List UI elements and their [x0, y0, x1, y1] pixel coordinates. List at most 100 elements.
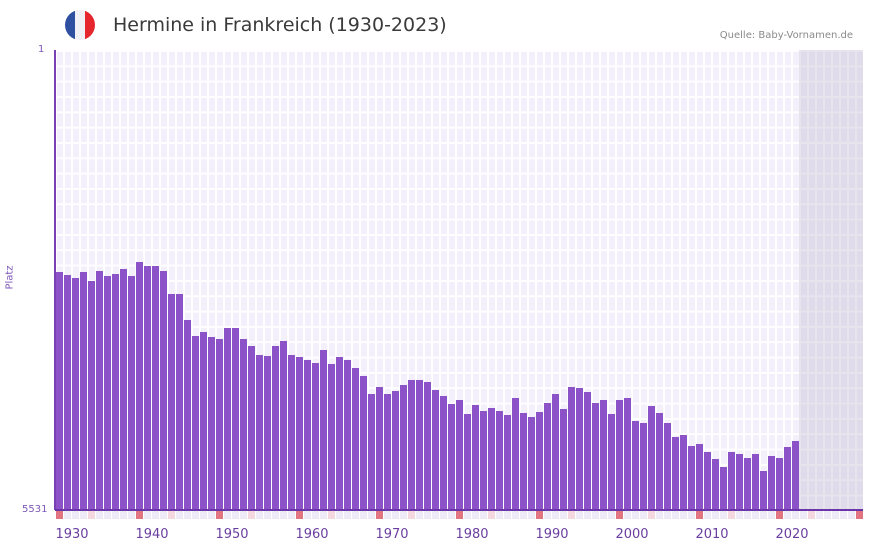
bar-1947[interactable]	[192, 335, 199, 510]
bar-1987[interactable]	[512, 397, 519, 510]
bar-1931[interactable]	[64, 275, 71, 510]
bar-2000[interactable]	[616, 399, 623, 510]
year-marker	[184, 511, 191, 519]
year-marker	[576, 511, 583, 519]
bar-1940[interactable]	[136, 261, 143, 510]
bar-1978[interactable]	[440, 395, 447, 510]
bar-1965[interactable]	[336, 356, 343, 510]
bar-2014[interactable]	[728, 452, 735, 510]
bar-1950[interactable]	[216, 338, 223, 510]
bar-1963[interactable]	[320, 349, 327, 510]
bar-1990[interactable]	[536, 412, 543, 510]
bar-1992[interactable]	[552, 393, 559, 510]
bar-1934[interactable]	[88, 281, 95, 510]
bar-1959[interactable]	[288, 354, 295, 510]
bar-1957[interactable]	[272, 345, 279, 510]
bar-1989[interactable]	[528, 417, 535, 510]
bar-1994[interactable]	[568, 386, 575, 510]
bar-1964[interactable]	[328, 363, 335, 510]
bar-1977[interactable]	[432, 389, 439, 510]
bar-1970[interactable]	[376, 386, 383, 510]
bar-1962[interactable]	[312, 362, 319, 510]
bar-2011[interactable]	[704, 452, 711, 510]
bar-1955[interactable]	[256, 354, 263, 510]
bar-2010[interactable]	[696, 443, 703, 510]
year-marker	[320, 511, 327, 519]
year-marker	[232, 511, 239, 519]
bar-1960[interactable]	[296, 356, 303, 510]
bar-1935[interactable]	[96, 271, 103, 510]
bar-1930[interactable]	[56, 272, 63, 510]
bar-1958[interactable]	[280, 340, 287, 510]
bar-2005[interactable]	[656, 413, 663, 510]
bar-1966[interactable]	[344, 359, 351, 510]
bar-1941[interactable]	[144, 265, 151, 510]
bar-2009[interactable]	[688, 445, 695, 510]
bar-2012[interactable]	[712, 459, 719, 510]
year-marker	[168, 511, 175, 519]
bar-1983[interactable]	[480, 410, 487, 510]
bar-2016[interactable]	[744, 458, 751, 510]
bar-1948[interactable]	[200, 332, 207, 510]
bar-1975[interactable]	[416, 380, 423, 510]
bar-1956[interactable]	[264, 355, 271, 510]
bar-1982[interactable]	[472, 404, 479, 510]
bar-1946[interactable]	[184, 320, 191, 510]
bar-1993[interactable]	[560, 408, 567, 510]
bar-1995[interactable]	[576, 387, 583, 510]
bar-1973[interactable]	[400, 384, 407, 510]
bar-1971[interactable]	[384, 393, 391, 510]
bar-1944[interactable]	[168, 293, 175, 510]
x-tick-label: 1950	[215, 527, 249, 542]
bar-1942[interactable]	[152, 265, 159, 510]
bar-1967[interactable]	[352, 367, 359, 510]
year-marker	[712, 511, 719, 519]
bar-1991[interactable]	[544, 402, 551, 510]
bar-1999[interactable]	[608, 414, 615, 510]
bar-2002[interactable]	[632, 421, 639, 510]
bar-1981[interactable]	[464, 414, 471, 510]
bar-1972[interactable]	[392, 390, 399, 510]
bar-1998[interactable]	[600, 399, 607, 510]
bar-1980[interactable]	[456, 399, 463, 510]
bar-2018[interactable]	[760, 471, 767, 510]
bar-1954[interactable]	[248, 345, 255, 510]
bar-1953[interactable]	[240, 338, 247, 510]
bar-1933[interactable]	[80, 272, 87, 510]
bar-1984[interactable]	[488, 407, 495, 510]
bar-1976[interactable]	[424, 381, 431, 510]
bar-1997[interactable]	[592, 402, 599, 510]
bar-2021[interactable]	[784, 446, 791, 510]
bar-2019[interactable]	[768, 456, 775, 510]
bar-1952[interactable]	[232, 328, 239, 510]
bar-1996[interactable]	[584, 391, 591, 510]
bar-2001[interactable]	[624, 397, 631, 510]
bar-1938[interactable]	[120, 269, 127, 510]
bar-1986[interactable]	[504, 415, 511, 510]
bar-2020[interactable]	[776, 458, 783, 510]
bar-2008[interactable]	[680, 434, 687, 510]
bar-1974[interactable]	[408, 380, 415, 510]
bar-2022[interactable]	[792, 440, 799, 510]
bar-1968[interactable]	[360, 376, 367, 510]
bar-2017[interactable]	[752, 454, 759, 510]
bar-1939[interactable]	[128, 276, 135, 510]
bar-1951[interactable]	[224, 328, 231, 510]
bar-1961[interactable]	[304, 359, 311, 510]
bar-2006[interactable]	[664, 423, 671, 510]
bar-1969[interactable]	[368, 393, 375, 510]
bar-1932[interactable]	[72, 278, 79, 510]
bar-1979[interactable]	[448, 403, 455, 510]
bar-1943[interactable]	[160, 271, 167, 510]
bar-2015[interactable]	[736, 454, 743, 510]
bar-1936[interactable]	[104, 276, 111, 510]
bar-1985[interactable]	[496, 410, 503, 510]
bar-2013[interactable]	[720, 467, 727, 510]
bar-2004[interactable]	[648, 405, 655, 510]
bar-1945[interactable]	[176, 293, 183, 510]
bar-2007[interactable]	[672, 436, 679, 510]
bar-1937[interactable]	[112, 274, 119, 510]
bar-1949[interactable]	[208, 336, 215, 510]
bar-1988[interactable]	[520, 413, 527, 510]
bar-2003[interactable]	[640, 423, 647, 510]
